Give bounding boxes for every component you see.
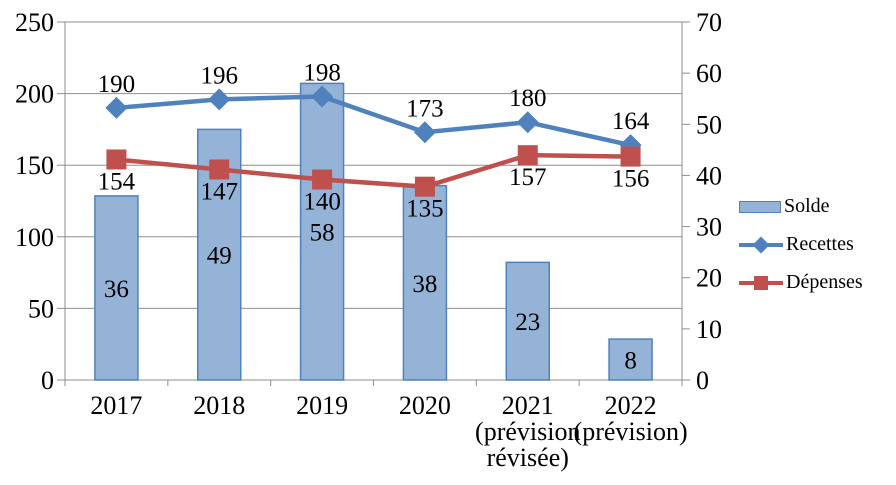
right-axis-tick-label: 60 [696,59,722,88]
line-data-label: 147 [201,178,239,205]
line-data-label: 164 [612,108,650,135]
bar-data-label: 38 [412,271,437,298]
line-data-label: 198 [303,59,341,86]
line-data-label: 140 [303,189,341,216]
category-label: 2017 [90,391,142,420]
bar-solde-4 [505,261,550,381]
legend: Solde Recettes Dépenses [739,194,863,295]
square-point-2 [312,169,333,190]
bar-solde-3 [402,184,448,381]
line-data-label: 173 [406,95,444,122]
diamond-point-2 [311,85,334,108]
bar-swatch-icon [739,200,781,213]
bar-solde-5 [608,338,653,381]
line-data-label: 157 [509,164,547,191]
diamond-point-3 [413,121,436,144]
line-data-label: 190 [98,71,136,98]
left-axis-tick-label: 250 [15,8,54,37]
line-diamond-swatch-icon [739,235,783,255]
left-axis-tick-label: 200 [15,80,54,109]
category-label: 2022 (prévision) [574,391,688,446]
left-axis-tick-label: 100 [15,223,54,252]
legend-item-recettes: Recettes [739,232,863,257]
right-axis-tick-label: 10 [696,315,722,344]
square-point-3 [414,176,435,197]
line-data-label: 156 [612,166,650,193]
bar-data-label: 23 [515,309,540,336]
legend-item-depenses: Dépenses [739,270,863,295]
left-axis-tick-label: 50 [28,294,54,323]
bar-solde-2 [299,82,345,381]
legend-label-recettes: Recettes [786,233,854,255]
bar-data-label: 36 [104,276,129,303]
line-data-label: 196 [201,62,239,89]
line-data-label: 180 [509,85,547,112]
line-dépenses [116,152,631,189]
square-point-1 [209,159,230,180]
square-point-4 [517,145,538,166]
bar-data-label: 49 [207,243,232,270]
right-axis-tick-label: 70 [696,8,722,37]
square-marker-icon [754,275,768,290]
right-axis-tick-label: 0 [696,366,709,395]
diamond-marker-icon [752,236,770,253]
left-axis-tick-label: 150 [15,151,54,180]
category-label: 2018 [193,391,245,420]
line-square-swatch-icon [739,273,783,293]
legend-label-depenses: Dépenses [786,271,863,293]
line-data-label: 154 [98,168,136,195]
legend-label-solde: Solde [784,195,830,217]
right-axis-tick-label: 50 [696,110,722,139]
category-label: 2019 [296,391,348,420]
diamond-point-1 [208,88,231,111]
line-recettes [116,94,632,148]
line-data-label: 135 [406,196,444,223]
bar-solde-0 [94,195,139,381]
right-axis-tick-label: 20 [696,264,722,293]
right-axis-tick-label: 40 [696,161,722,190]
diamond-point-4 [516,111,539,134]
diamond-point-0 [105,96,128,119]
bar-data-label: 8 [624,348,637,375]
bar-data-label: 58 [310,220,335,247]
left-axis-tick-label: 0 [41,366,54,395]
category-label: 2021 (prévision révisée) [475,391,580,472]
legend-item-solde: Solde [739,194,863,219]
square-point-5 [620,146,641,167]
right-axis-tick-label: 30 [696,213,722,242]
square-point-0 [106,149,127,170]
category-label: 2020 [399,391,451,420]
